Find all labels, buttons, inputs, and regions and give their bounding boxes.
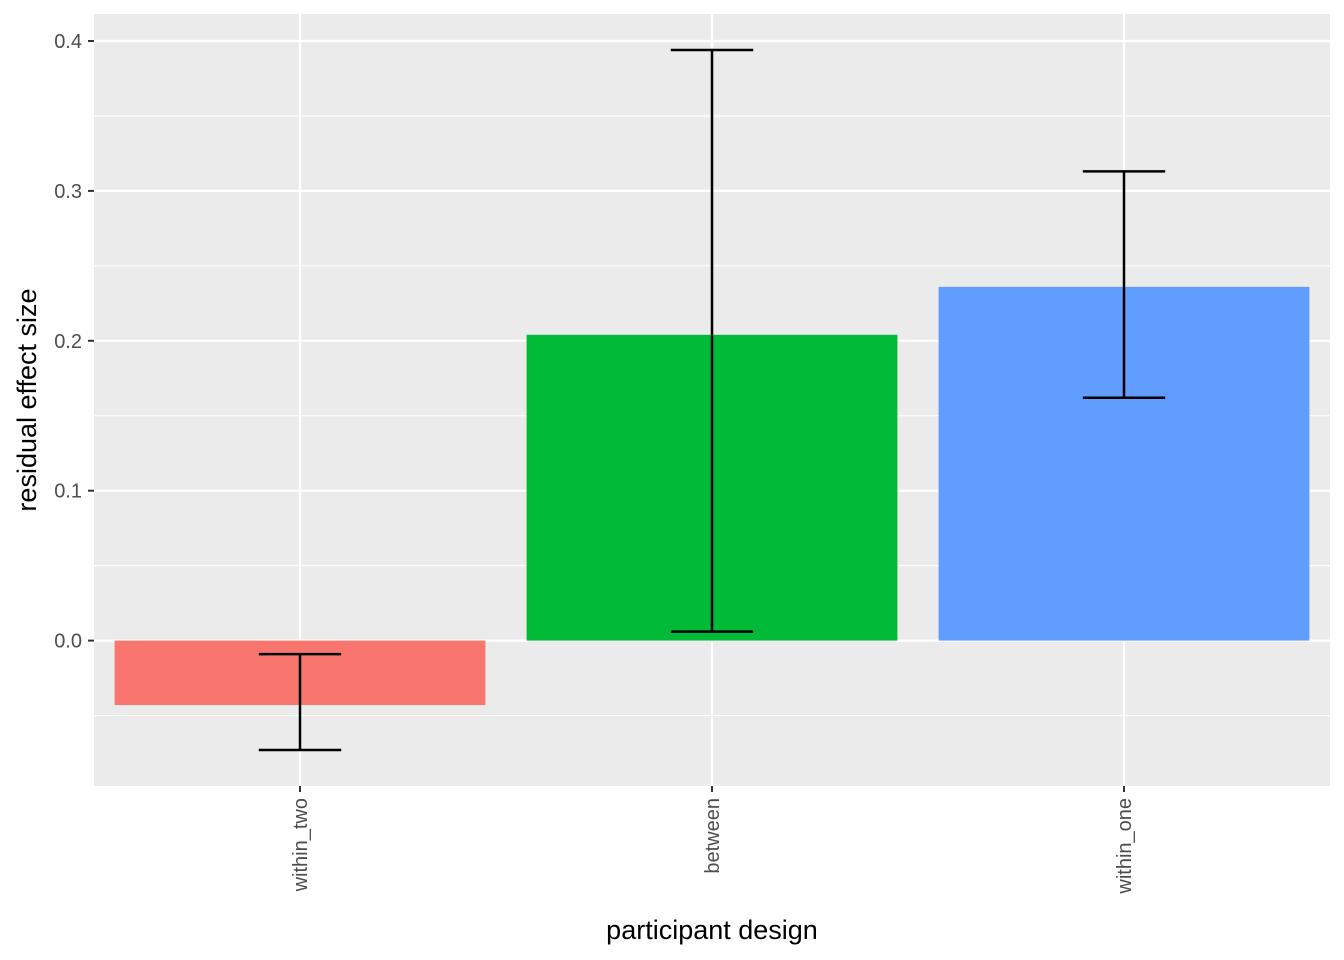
y-axis-title: residual effect size [12,288,42,511]
x-tick-label: within_one [1114,798,1136,895]
x-axis: within_two between within_one [290,786,1136,895]
error-bar-between [670,48,754,633]
error-bar-within_two [258,652,342,752]
error-bars [258,48,1166,752]
y-tick-label: 0.3 [54,181,82,203]
y-tick-label: 0.2 [54,331,82,353]
y-tick-label: 0.1 [54,481,82,503]
x-axis-title: participant design [606,915,818,945]
x-tick-label: within_two [290,798,312,892]
y-axis: 0.0 0.1 0.2 0.3 0.4 [54,31,94,653]
y-tick-label: 0.4 [54,31,82,53]
x-tick-label: between [702,798,724,874]
y-tick-label: 0.0 [54,631,82,653]
error-bar-within_one [1082,170,1166,400]
